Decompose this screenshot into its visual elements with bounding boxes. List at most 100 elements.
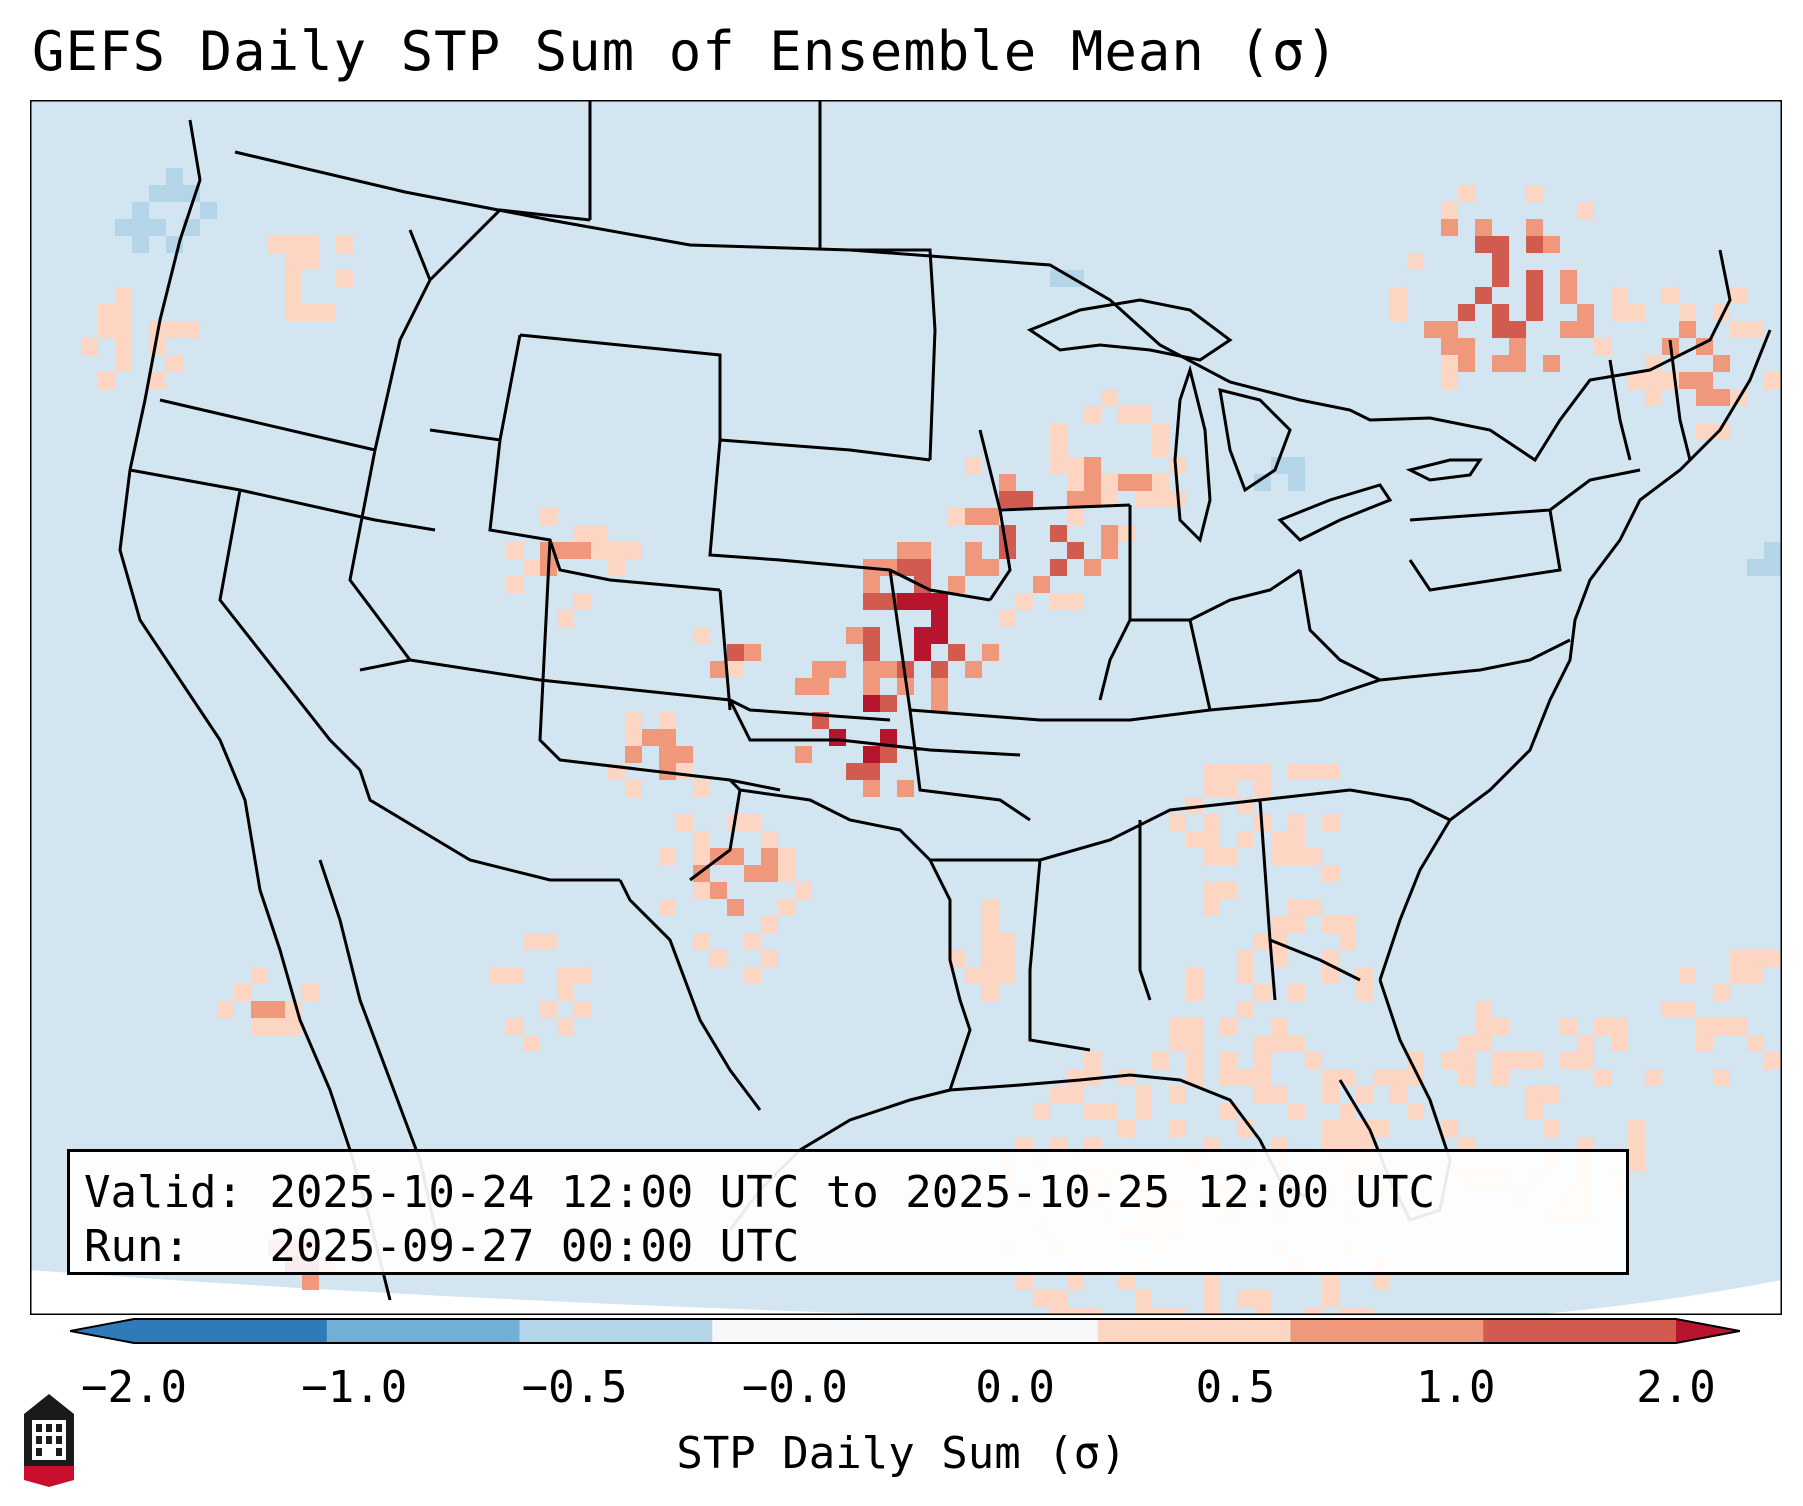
anomaly-cell — [1322, 1086, 1339, 1103]
anomaly-cell — [1101, 474, 1118, 491]
anomaly-cell — [1135, 1103, 1152, 1120]
anomaly-cell — [1084, 406, 1101, 423]
anomaly-cell — [523, 559, 540, 576]
anomaly-cell — [1118, 474, 1135, 491]
anomaly-cell — [1169, 1018, 1186, 1035]
anomaly-cell — [1458, 1069, 1475, 1086]
anomaly-cell — [1662, 1001, 1679, 1018]
anomaly-cell — [1543, 355, 1560, 372]
anomaly-cell — [761, 831, 778, 848]
anomaly-cell — [1254, 1069, 1271, 1086]
anomaly-cell — [965, 457, 982, 474]
niu-logo-icon — [24, 1394, 74, 1487]
lake-superior — [1026, 298, 1233, 362]
anomaly-cell — [1611, 287, 1628, 304]
anomaly-cell — [1203, 882, 1220, 899]
anomaly-cell — [1373, 1120, 1390, 1137]
anomaly-cell — [251, 1001, 268, 1018]
anomaly-cell — [948, 508, 965, 525]
anomaly-cell — [1067, 491, 1084, 508]
anomaly-cell — [1543, 1086, 1560, 1103]
anomaly-cell — [625, 542, 642, 559]
anomaly-cell — [982, 508, 999, 525]
anomaly-cell — [268, 236, 285, 253]
anomaly-cell — [863, 763, 880, 780]
anomaly-cell — [982, 950, 999, 967]
anomaly-cell — [1339, 1120, 1356, 1137]
colorbar-tick-label: −2.0 — [81, 1362, 187, 1413]
anomaly-cell — [1288, 1035, 1305, 1052]
anomaly-cell — [931, 695, 948, 712]
anomaly-cell — [166, 185, 183, 202]
anomaly-cell — [1526, 270, 1543, 287]
anomaly-cell — [1254, 763, 1271, 780]
colorbar-band — [519, 1319, 713, 1343]
anomaly-cell — [1305, 763, 1322, 780]
state-lines — [129, 100, 1692, 1111]
anomaly-cell — [1339, 1103, 1356, 1120]
anomaly-cell — [1220, 1103, 1237, 1120]
anomaly-cell — [1067, 542, 1084, 559]
anomaly-cell — [693, 627, 710, 644]
anomaly-cell — [795, 678, 812, 695]
anomaly-cell — [710, 661, 727, 678]
anomaly-cell — [1526, 1103, 1543, 1120]
anomaly-cell — [1067, 508, 1084, 525]
anomaly-cell — [1441, 1052, 1458, 1069]
colorbar-band — [326, 1319, 520, 1343]
map-svg — [30, 100, 1782, 1315]
anomaly-cell — [1271, 831, 1288, 848]
anomaly-cell — [1594, 1069, 1611, 1086]
anomaly-cell — [1084, 457, 1101, 474]
anomaly-cell — [1203, 831, 1220, 848]
anomaly-cell — [676, 763, 693, 780]
anomaly-cell — [1526, 287, 1543, 304]
anomaly-cell — [302, 1273, 319, 1290]
anomaly-cell — [1288, 899, 1305, 916]
colorbar — [69, 1318, 1741, 1344]
anomaly-cell — [1764, 559, 1781, 576]
anomaly-cell — [625, 729, 642, 746]
anomaly-cell — [1492, 253, 1509, 270]
anomaly-cell — [1067, 593, 1084, 610]
colorbar-extend-high — [1676, 1319, 1740, 1343]
anomaly-cell — [1135, 406, 1152, 423]
anomaly-cell — [948, 644, 965, 661]
anomaly-cell — [914, 644, 931, 661]
anomaly-cell — [1169, 1035, 1186, 1052]
anomaly-cell — [914, 559, 931, 576]
anomaly-cell — [1050, 1307, 1067, 1315]
anomaly-cell — [625, 780, 642, 797]
anomaly-cell — [982, 984, 999, 1001]
anomaly-cell — [1322, 763, 1339, 780]
anomaly-cell — [1322, 916, 1339, 933]
anomaly-cell — [574, 542, 591, 559]
anomaly-cell — [1067, 1086, 1084, 1103]
anomaly-cell — [1203, 763, 1220, 780]
colorbar-tick-label: 0.5 — [1195, 1362, 1276, 1413]
anomaly-cell — [1441, 1120, 1458, 1137]
anomaly-cell — [914, 627, 931, 644]
anomaly-cell — [693, 848, 710, 865]
anomaly-cell — [149, 372, 166, 389]
anomaly-cell — [846, 763, 863, 780]
anomaly-cell — [931, 661, 948, 678]
anomaly-cell — [1237, 1069, 1254, 1086]
anomaly-cell — [1152, 1052, 1169, 1069]
anomaly-cell — [557, 1018, 574, 1035]
anomaly-cell — [1033, 1103, 1050, 1120]
anomaly-cell — [1577, 202, 1594, 219]
anomaly-cell — [1271, 950, 1288, 967]
anomaly-cell — [1594, 1018, 1611, 1035]
anomaly-cell — [1016, 1273, 1033, 1290]
anomaly-cell — [744, 814, 761, 831]
anomaly-cell — [1084, 1052, 1101, 1069]
anomaly-cell — [1645, 1069, 1662, 1086]
anomaly-cell — [1203, 899, 1220, 916]
anomaly-cell — [1356, 1120, 1373, 1137]
anomaly-cell — [1696, 372, 1713, 389]
anomaly-cell — [1373, 1069, 1390, 1086]
anomaly-cell — [931, 678, 948, 695]
anomaly-cell — [812, 661, 829, 678]
anomaly-cell — [1390, 304, 1407, 321]
